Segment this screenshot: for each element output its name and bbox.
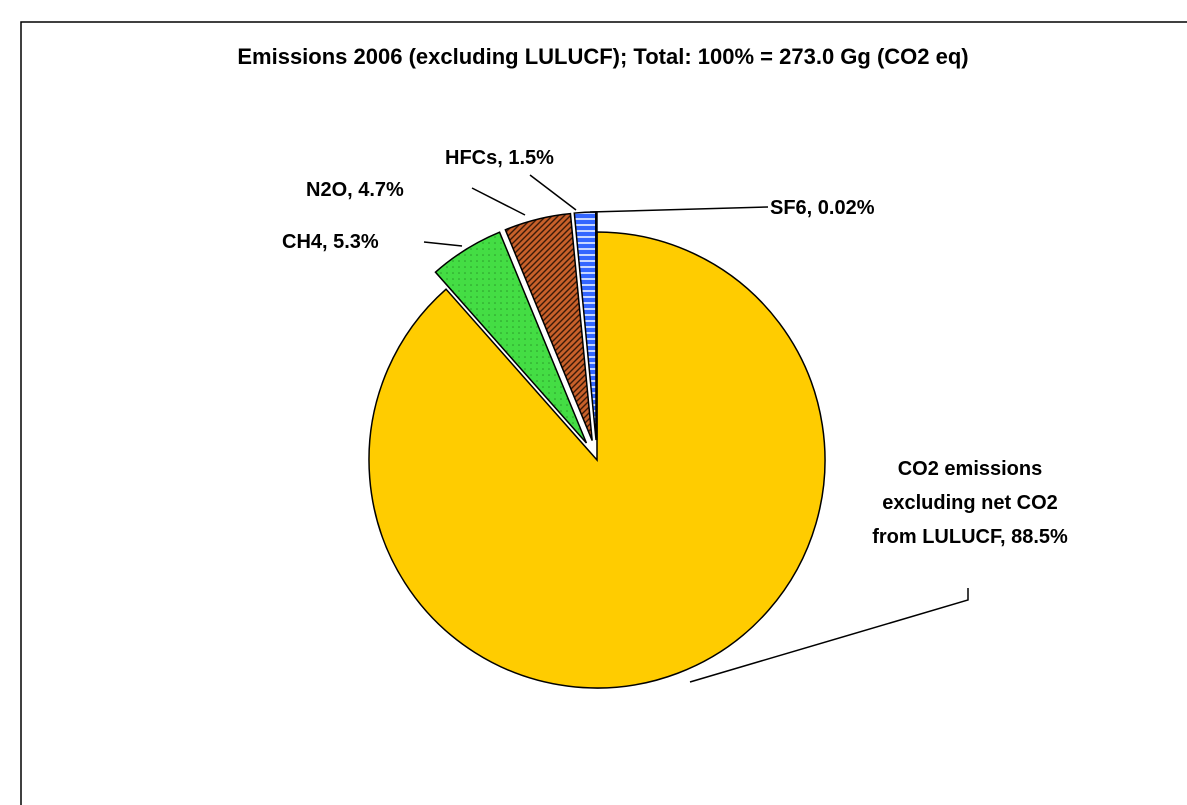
leader-line — [529, 174, 577, 211]
leader-line — [471, 187, 526, 216]
leader-line — [689, 588, 969, 683]
leader-line — [589, 206, 769, 213]
data-label: N2O, 4.7% — [306, 179, 404, 201]
data-label: CO2 emissions excluding net CO2 from LUL… — [872, 458, 1068, 548]
leader-line — [423, 241, 463, 247]
data-label: CH4, 5.3% — [282, 231, 379, 253]
data-label: SF6, 0.02% — [770, 197, 875, 219]
data-label: HFCs, 1.5% — [445, 147, 554, 169]
pie-slice — [434, 231, 588, 444]
pie-slice — [368, 231, 826, 689]
pie-slice — [504, 212, 593, 441]
chart-title: Emissions 2006 (excluding LULUCF); Total… — [237, 44, 968, 69]
